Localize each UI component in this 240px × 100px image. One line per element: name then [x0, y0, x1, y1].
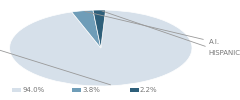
- Text: A.I.: A.I.: [85, 11, 220, 45]
- FancyBboxPatch shape: [130, 88, 139, 92]
- Text: 94.0%: 94.0%: [22, 87, 45, 93]
- Wedge shape: [10, 10, 192, 86]
- Text: 3.8%: 3.8%: [82, 87, 100, 93]
- FancyBboxPatch shape: [12, 88, 21, 92]
- Wedge shape: [72, 10, 101, 48]
- Wedge shape: [93, 10, 106, 48]
- Text: 2.2%: 2.2%: [140, 87, 157, 93]
- FancyBboxPatch shape: [72, 88, 81, 92]
- Text: WHITE: WHITE: [0, 37, 111, 85]
- Text: HISPANIC: HISPANIC: [102, 11, 240, 56]
